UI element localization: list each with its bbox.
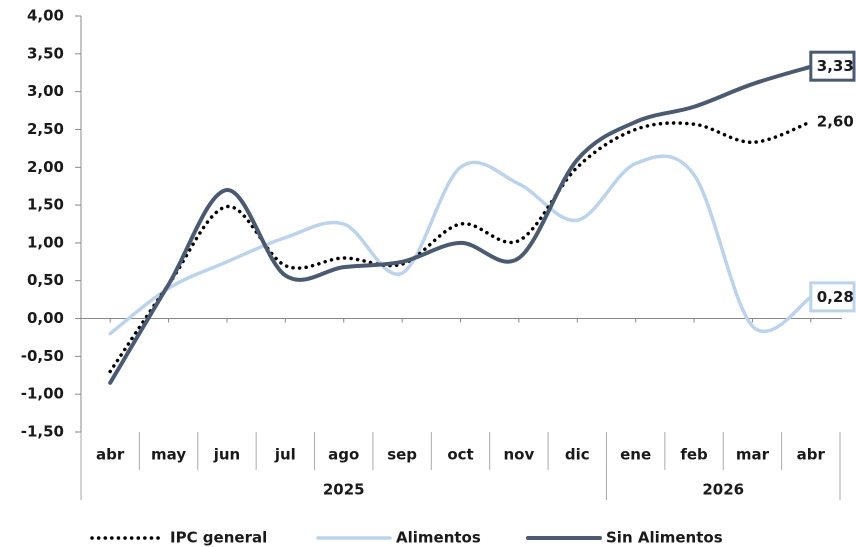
x-tick-label: mar	[736, 446, 770, 464]
y-tick-label: 2,50	[27, 120, 64, 138]
y-tick-label: 3,50	[27, 44, 64, 62]
x-tick-label: ago	[328, 446, 359, 464]
x-tick-label: oct	[447, 446, 473, 464]
y-tick-label: 1,50	[27, 196, 64, 214]
y-tick-label: 0,50	[27, 271, 64, 289]
legend-label: Alimentos	[396, 529, 481, 547]
group-label: 2026	[702, 481, 744, 499]
data-label-box	[809, 281, 856, 313]
x-tick-label: jul	[274, 446, 296, 464]
x-tick-label: feb	[680, 446, 708, 464]
y-tick-label: 2,00	[27, 158, 64, 176]
x-tick-label: dic	[565, 446, 590, 464]
x-tick-label: abr	[96, 446, 125, 464]
group-label: 2025	[323, 481, 365, 499]
data-label: 3,33	[817, 57, 854, 75]
legend-label: IPC general	[170, 529, 267, 547]
x-tick-label: jun	[213, 446, 241, 464]
data-label-box	[809, 50, 856, 82]
x-tick-label: may	[151, 446, 186, 464]
series-line	[108, 64, 813, 385]
data-label: 0,28	[817, 288, 854, 306]
y-tick-label: 0,00	[27, 309, 64, 327]
y-tick-label: 1,00	[27, 233, 64, 251]
legend-label: Sin Alimentos	[606, 529, 723, 547]
y-tick-label: -0,50	[21, 347, 64, 365]
y-tick-label: -1,50	[21, 423, 64, 441]
series-line	[108, 120, 813, 374]
data-label: 2,60	[817, 112, 854, 130]
x-tick-label: ene	[620, 446, 651, 464]
series-line	[108, 154, 813, 336]
y-tick-label: 3,00	[27, 82, 64, 100]
y-tick-label: 4,00	[27, 7, 64, 25]
x-tick-label: nov	[504, 446, 535, 464]
y-tick-label: -1,00	[21, 385, 64, 403]
x-tick-label: abr	[797, 446, 826, 464]
x-tick-label: sep	[387, 446, 417, 464]
